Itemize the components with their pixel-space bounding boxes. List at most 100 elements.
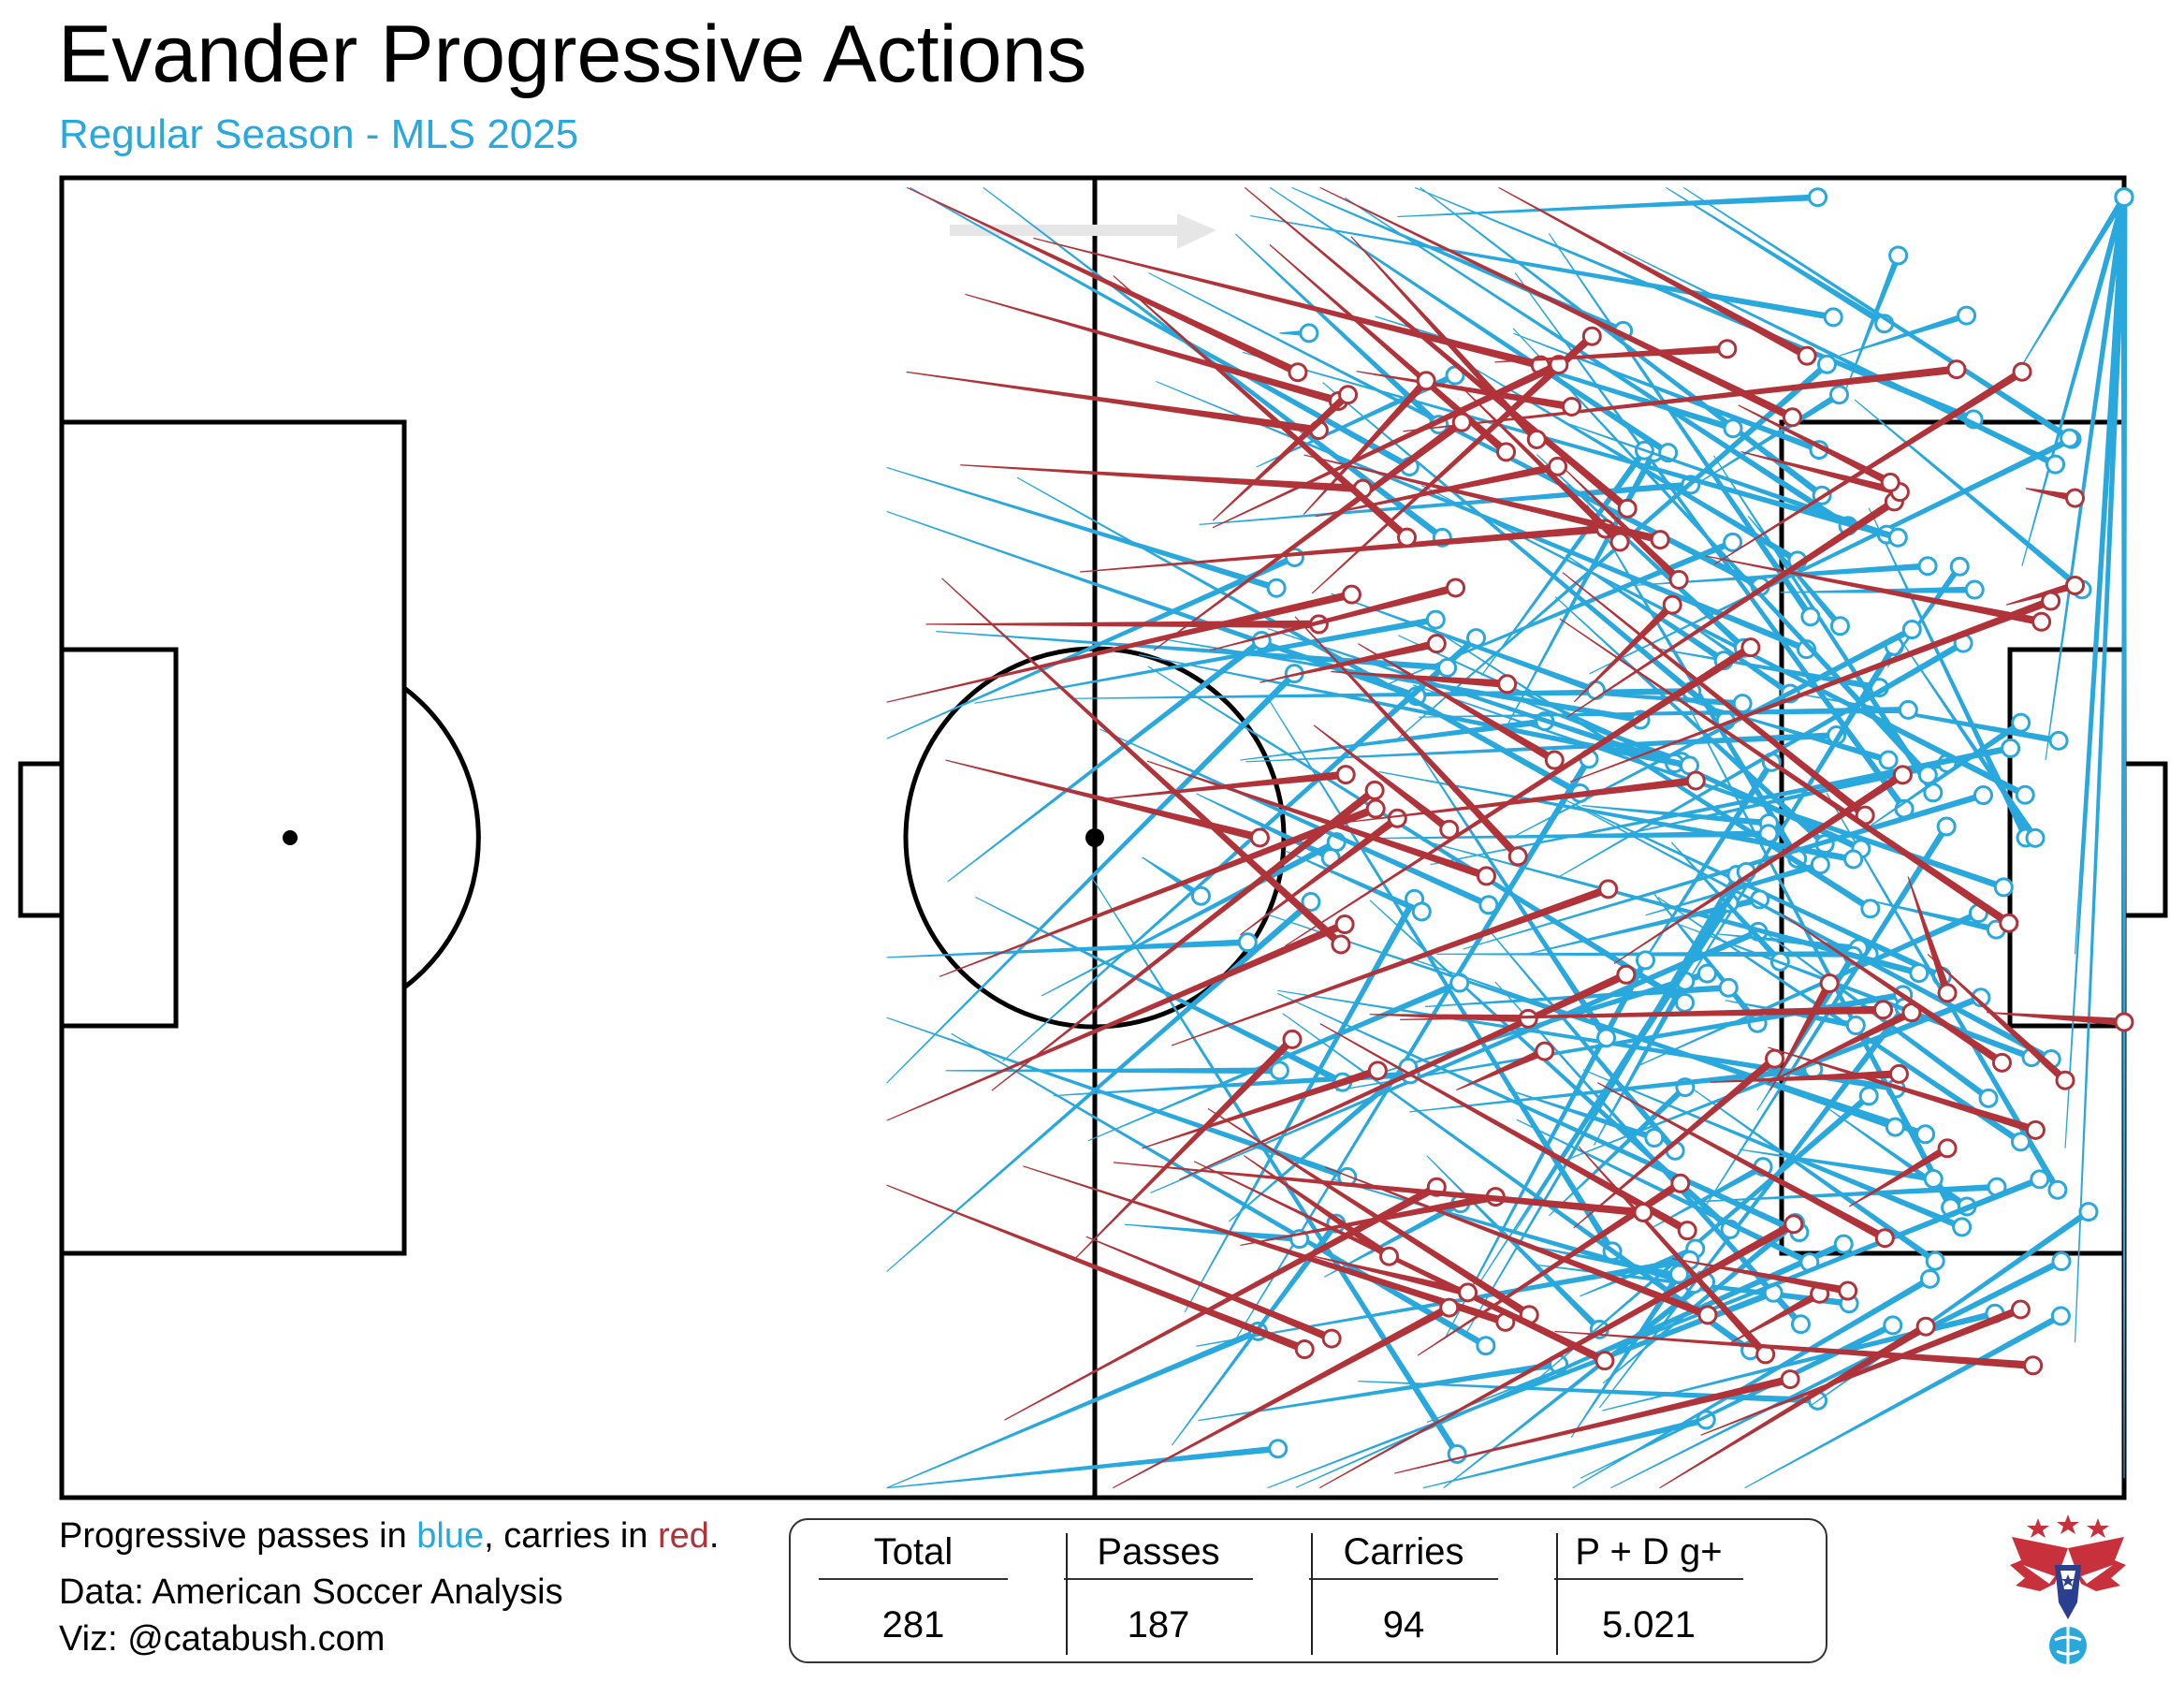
carry-end-marker: [1797, 345, 1817, 366]
carry-line: [1313, 724, 1452, 833]
carry-line: [2025, 488, 2076, 503]
carry-line: [886, 920, 1347, 1121]
carry-line: [1848, 1145, 1950, 1207]
carry-line: [1578, 1146, 1769, 1357]
pass-end-marker: [2011, 712, 2031, 733]
pass-end-marker: [1833, 1234, 1854, 1254]
carry-line: [1259, 639, 1438, 683]
carry-end-marker: [2025, 1119, 2046, 1140]
carry-line: [1112, 1304, 1451, 1489]
stats-value-total: 281: [881, 1604, 945, 1645]
pass-end-marker: [2046, 454, 2066, 475]
pass-end-marker: [1888, 245, 1909, 266]
carry-end-marker: [1650, 530, 1670, 550]
carry-end-marker: [1549, 355, 1569, 375]
pass-end-marker: [1723, 418, 1743, 439]
pass-line: [1696, 391, 1842, 485]
carry-line: [886, 591, 1353, 703]
viz-credit-note: Viz: @catabush.com: [59, 1619, 386, 1659]
carry-line: [1403, 365, 1958, 432]
pass-line: [1566, 800, 1944, 980]
pass-line: [1344, 197, 1850, 529]
left-penalty-arc: [402, 686, 481, 989]
pass-line: [1323, 1200, 1463, 1278]
carry-line: [1146, 760, 1488, 880]
pass-line: [1463, 792, 1985, 950]
pass-end-marker: [1266, 578, 1287, 598]
pass-end-marker: [1596, 1028, 1617, 1048]
stats-column-divider: [1311, 1533, 1313, 1655]
legend-note: Progressive passes in blue, carries in r…: [59, 1514, 719, 1558]
pass-line: [1245, 732, 1837, 763]
carry-end-marker: [1367, 1060, 1388, 1081]
carry-line: [1023, 1165, 1507, 1326]
pass-end-marker: [1449, 973, 1470, 993]
stats-header-pdg: P + D g+: [1575, 1531, 1723, 1572]
carry-line: [1927, 953, 2068, 1084]
carry-line: [1713, 368, 2025, 565]
pass-line: [1572, 1276, 1932, 1489]
carry-line: [1294, 616, 1522, 859]
carry-line: [1782, 914, 2004, 1066]
pass-end-marker: [1949, 556, 1970, 577]
carry-line: [1303, 377, 1430, 515]
pass-end-marker: [2025, 827, 2046, 848]
carry-end-marker: [2065, 575, 2086, 595]
pass-line: [886, 510, 1418, 699]
pass-end-marker: [1478, 895, 1499, 915]
pass-end-marker: [1723, 532, 1743, 552]
carry-line: [1244, 1155, 1391, 1260]
pass-line: [2045, 197, 2128, 761]
pass-line: [1410, 958, 1897, 1131]
carry-end-marker: [1633, 1202, 1653, 1222]
progressive-passes-layer: [886, 186, 2134, 1489]
carry-end-marker: [1670, 1173, 1691, 1193]
pass-end-marker: [1973, 785, 1994, 806]
carry-end-marker: [1662, 594, 1682, 615]
pass-end-marker: [1268, 1439, 1289, 1459]
pass-line: [886, 939, 1248, 958]
pass-line: [1610, 1258, 2063, 1489]
carry-line: [1566, 498, 1897, 718]
carry-line: [1740, 450, 1901, 496]
pass-end-marker: [1299, 323, 1319, 344]
pass-line: [1336, 991, 1904, 1091]
pass-line: [1565, 421, 1888, 538]
carry-end-marker: [1677, 1221, 1697, 1241]
pass-line: [1565, 554, 1726, 664]
stats-table: Total 281 Passes 187 Carries 94 P + D g+…: [789, 1518, 1827, 1663]
pass-end-marker: [1718, 977, 1739, 998]
carry-end-marker: [1331, 934, 1351, 955]
carry-line: [1565, 470, 1682, 583]
pass-end-marker: [1732, 694, 1753, 714]
carry-end-marker: [1616, 964, 1637, 985]
left-goal: [18, 761, 65, 918]
carry-line: [1269, 243, 1509, 455]
carry-line: [1240, 814, 1400, 936]
carry-line: [1394, 1375, 1792, 1474]
stats-divider: [1309, 1578, 1498, 1580]
carry-line: [1193, 1161, 1607, 1365]
carry-end-marker: [1598, 879, 1619, 900]
carry-end-marker: [1609, 532, 1630, 552]
carry-line: [1573, 1055, 1778, 1229]
carry-line: [1319, 1023, 1690, 1235]
stats-col-carries: Carries 94: [1281, 1520, 1526, 1663]
pass-line: [1691, 1183, 1998, 1203]
carry-end-marker: [1819, 973, 1840, 994]
carry-end-marker: [2041, 591, 2061, 611]
pass-line: [1229, 1064, 1411, 1222]
carry-end-marker: [1685, 770, 1706, 791]
carry-end-marker: [1416, 371, 1436, 391]
carry-line: [1319, 186, 1795, 421]
pass-line: [1580, 1322, 1895, 1479]
chart-subtitle: Regular Season - MLS 2025: [59, 111, 579, 157]
pass-end-marker: [1917, 556, 1938, 577]
carry-end-marker: [1321, 1328, 1342, 1349]
carry-line: [1318, 1221, 1796, 1489]
pass-line: [1322, 382, 1728, 724]
pass-end-marker: [1925, 1251, 1945, 1271]
carry-line: [1562, 572, 1868, 819]
carry-line: [1559, 618, 2012, 927]
stats-column-divider: [1556, 1533, 1558, 1655]
